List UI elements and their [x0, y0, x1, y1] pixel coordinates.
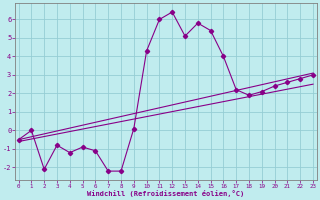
- X-axis label: Windchill (Refroidissement éolien,°C): Windchill (Refroidissement éolien,°C): [87, 190, 244, 197]
